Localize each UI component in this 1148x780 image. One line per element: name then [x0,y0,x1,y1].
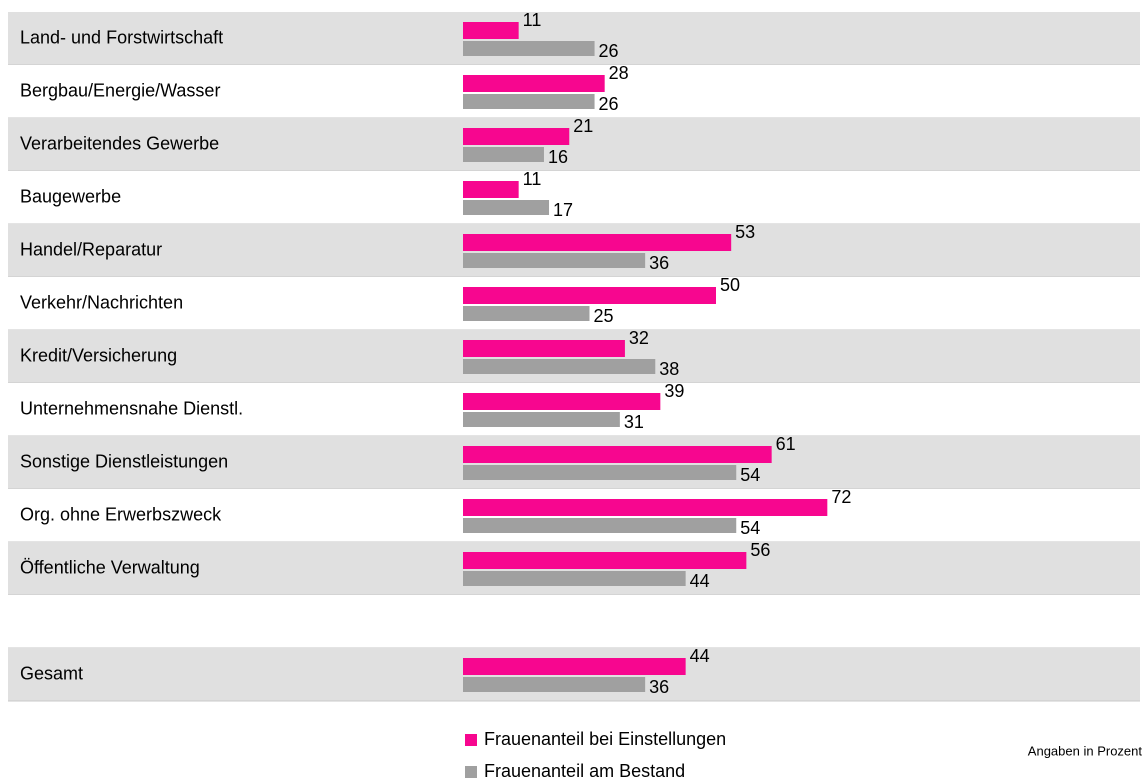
category-label: Kredit/Versicherung [20,345,177,365]
legend-swatch [465,766,477,778]
category-label: Unternehmensnahe Dienstl. [20,398,243,418]
category-label: Verarbeitendes Gewerbe [20,133,219,153]
value-label: 53 [735,222,755,242]
bar [463,359,656,374]
value-label: 72 [831,487,851,507]
value-label: 16 [548,147,568,167]
bar [463,306,590,321]
value-label: 31 [624,412,644,432]
value-label: 54 [740,518,760,538]
value-label: 36 [649,677,669,697]
value-label: 11 [523,169,542,189]
value-label: 32 [629,328,649,348]
bar [463,518,737,533]
category-label: Org. ohne Erwerbszweck [20,504,222,524]
value-label: 50 [720,275,740,295]
bar [463,393,661,410]
bar [463,234,732,251]
bar [463,287,716,304]
value-label: 26 [599,41,619,61]
bar [463,253,646,268]
bar [463,465,737,480]
value-label: 54 [740,465,760,485]
value-label: 44 [690,646,710,666]
value-label: 11 [523,10,542,30]
bar [463,147,544,162]
value-label: 25 [594,306,614,326]
row-band [8,595,1140,648]
annotation: Angaben in Prozent [1028,743,1143,758]
value-label: 38 [659,359,679,379]
row-band [8,12,1140,65]
value-label: 61 [776,434,796,454]
bar [463,412,620,427]
value-label: 39 [664,381,684,401]
bar [463,75,605,92]
value-label: 26 [599,94,619,114]
category-label: Verkehr/Nachrichten [20,292,183,312]
category-label: Sonstige Dienstleistungen [20,451,228,471]
category-label: Land- und Forstwirtschaft [20,27,223,47]
legend-label: Frauenanteil bei Einstellungen [484,729,726,749]
bar [463,94,595,109]
bar [463,446,772,463]
bar [463,340,625,357]
bar [463,677,646,692]
legend-label: Frauenanteil am Bestand [484,761,685,780]
bar [463,552,747,569]
category-label: Bergbau/Energie/Wasser [20,80,220,100]
value-label: 28 [609,63,629,83]
row-band [8,118,1140,171]
bar [463,128,570,145]
category-label: Gesamt [20,663,83,683]
category-label: Öffentliche Verwaltung [20,557,200,577]
value-label: 21 [573,116,593,136]
value-label: 44 [690,571,710,591]
bar [463,499,828,516]
bar [463,41,595,56]
category-label: Baugewerbe [20,186,121,206]
bar [463,200,550,215]
bar [463,571,686,586]
bar [463,22,519,39]
value-label: 56 [750,540,770,560]
row-band [8,171,1140,224]
value-label: 17 [553,200,573,220]
value-label: 36 [649,253,669,273]
bar [463,181,519,198]
bar [463,658,686,675]
legend-swatch [465,734,477,746]
category-label: Handel/Reparatur [20,239,162,259]
